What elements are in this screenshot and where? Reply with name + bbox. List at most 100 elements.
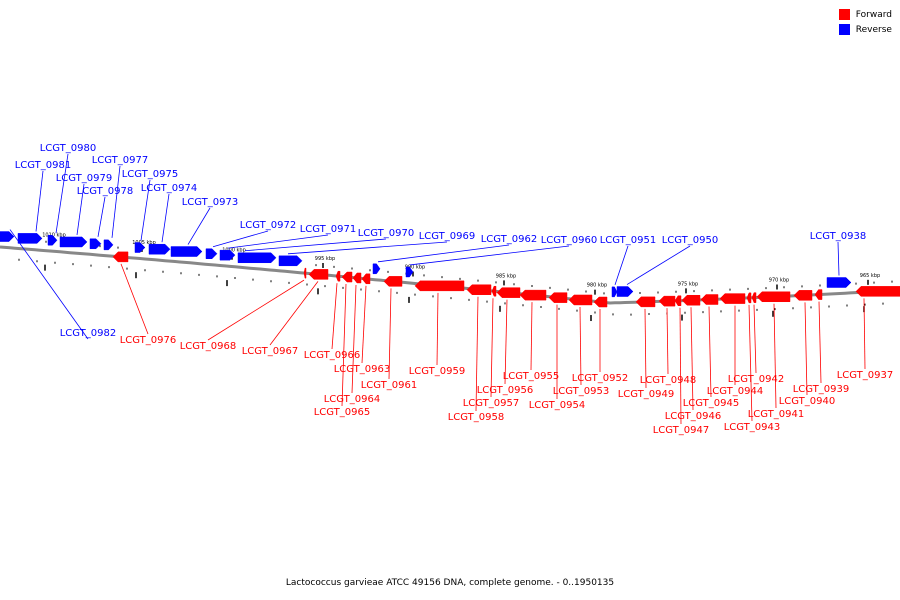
gene-arrow-lcgt_0944[interactable] bbox=[719, 293, 746, 304]
gene-arrow-lcgt_0946[interactable] bbox=[681, 294, 701, 306]
gene-connector bbox=[753, 304, 757, 374]
gene-label-lcgt_0965[interactable]: LCGT_0965 bbox=[314, 407, 371, 418]
gene-arrow-lcgt_0982[interactable] bbox=[0, 231, 15, 242]
gene-arrow-lcgt_0973[interactable] bbox=[170, 246, 203, 257]
gene-arrow-lcgt_0950[interactable] bbox=[616, 286, 634, 297]
gene-label-lcgt_0972[interactable]: LCGT_0972 bbox=[240, 220, 297, 231]
gene-label-lcgt_0982[interactable]: LCGT_0982 bbox=[60, 328, 117, 339]
gene-arrow-lcgt_0942[interactable] bbox=[751, 292, 757, 303]
gene-label-lcgt_0950[interactable]: LCGT_0950 bbox=[662, 235, 719, 246]
gene-label-lcgt_0939[interactable]: LCGT_0939 bbox=[793, 384, 850, 395]
gene-arrow-lcgt_0940[interactable] bbox=[793, 290, 813, 301]
gene-arrow-lcgt_0967[interactable] bbox=[308, 269, 329, 280]
gene-arrow-lcgt_0966[interactable] bbox=[335, 270, 341, 282]
gene-label-lcgt_0943[interactable]: LCGT_0943 bbox=[724, 422, 781, 433]
gene-arrow-lcgt_0962[interactable] bbox=[372, 263, 381, 275]
gene-arrow-lcgt_0965[interactable] bbox=[341, 271, 353, 283]
gene-label-lcgt_0978[interactable]: LCGT_0978 bbox=[77, 186, 134, 197]
gene-arrow-lcgt_0964[interactable] bbox=[352, 272, 362, 284]
gene-label-lcgt_0937[interactable]: LCGT_0937 bbox=[837, 370, 894, 381]
gene-arrow-lcgt_0951[interactable] bbox=[611, 286, 618, 298]
gene-label-lcgt_0963[interactable]: LCGT_0963 bbox=[334, 364, 391, 375]
gene-arrow-lcgt_0976[interactable] bbox=[112, 251, 129, 263]
gene-label-lcgt_0947[interactable]: LCGT_0947 bbox=[653, 425, 710, 436]
gene-arrow-lcgt_0956[interactable] bbox=[496, 287, 521, 298]
gene-arrow-lcgt_0971[interactable] bbox=[219, 249, 236, 261]
gene-arrow-lcgt_0970[interactable] bbox=[237, 252, 277, 264]
gene-arrow-lcgt_0980[interactable] bbox=[47, 234, 58, 246]
gene-label-lcgt_0977[interactable]: LCGT_0977 bbox=[92, 155, 149, 166]
gene-label-lcgt_0957[interactable]: LCGT_0957 bbox=[463, 398, 520, 409]
gene-label-lcgt_0938[interactable]: LCGT_0938 bbox=[810, 231, 867, 242]
gene-label-lcgt_0970[interactable]: LCGT_0970 bbox=[358, 228, 415, 239]
gene-label-lcgt_0966[interactable]: LCGT_0966 bbox=[304, 350, 361, 361]
gene-arrow-lcgt_0945[interactable] bbox=[700, 294, 719, 305]
gene-label-lcgt_0971[interactable]: LCGT_0971 bbox=[300, 224, 357, 235]
gene-arrow-lcgt_0959[interactable] bbox=[414, 280, 465, 292]
gene-arrow-lcgt_0957[interactable] bbox=[491, 285, 497, 297]
gene-label-lcgt_0944[interactable]: LCGT_0944 bbox=[707, 386, 764, 397]
gene-arrow-lcgt_0979[interactable] bbox=[59, 236, 88, 248]
gene-label-lcgt_0975[interactable]: LCGT_0975 bbox=[122, 169, 179, 180]
gene-connector bbox=[579, 306, 582, 386]
gene-arrow-lcgt_0978[interactable] bbox=[89, 238, 102, 250]
gene-arrow-lcgt_0960[interactable] bbox=[405, 266, 414, 278]
gene-arrow-lcgt_0981[interactable] bbox=[17, 233, 43, 244]
gene-arrow-lcgt_0972[interactable] bbox=[205, 248, 218, 259]
gene-label-lcgt_0979[interactable]: LCGT_0979 bbox=[56, 173, 113, 184]
gene-label-lcgt_0948[interactable]: LCGT_0948 bbox=[640, 375, 697, 386]
gene-label-lcgt_0956[interactable]: LCGT_0956 bbox=[477, 385, 534, 396]
gene-label-lcgt_0962[interactable]: LCGT_0962 bbox=[481, 234, 538, 245]
ruler-label: 975 kbp bbox=[678, 281, 698, 287]
gene-label-lcgt_0959[interactable]: LCGT_0959 bbox=[409, 366, 466, 377]
gene-arrow-lcgt_0937[interactable] bbox=[855, 286, 900, 297]
gene-connector bbox=[377, 244, 510, 263]
gene-label-lcgt_0973[interactable]: LCGT_0973 bbox=[182, 197, 239, 208]
gene-label-lcgt_0945[interactable]: LCGT_0945 bbox=[683, 398, 740, 409]
gene-label-lcgt_0964[interactable]: LCGT_0964 bbox=[324, 394, 381, 405]
gene-arrow-lcgt_0952[interactable] bbox=[593, 296, 608, 308]
gene-label-lcgt_0949[interactable]: LCGT_0949 bbox=[618, 389, 675, 400]
gene-label-lcgt_0942[interactable]: LCGT_0942 bbox=[728, 374, 785, 385]
gene-label-lcgt_0967[interactable]: LCGT_0967 bbox=[242, 346, 299, 357]
gene-arrow-lcgt_0958[interactable] bbox=[466, 284, 492, 295]
gene-label-lcgt_0952[interactable]: LCGT_0952 bbox=[572, 373, 629, 384]
gene-arrow-lcgt_0943[interactable] bbox=[746, 292, 752, 304]
gene-arrow-lcgt_0975[interactable] bbox=[134, 242, 146, 253]
gene-label-lcgt_0969[interactable]: LCGT_0969 bbox=[419, 231, 476, 242]
gene-label-lcgt_0968[interactable]: LCGT_0968 bbox=[180, 341, 237, 352]
gene-label-lcgt_0980[interactable]: LCGT_0980 bbox=[40, 143, 97, 154]
gene-arrow-lcgt_0969[interactable] bbox=[278, 255, 303, 267]
gene-label-lcgt_0976[interactable]: LCGT_0976 bbox=[120, 335, 177, 346]
gene-label-lcgt_0958[interactable]: LCGT_0958 bbox=[448, 412, 505, 423]
gene-label-lcgt_0981[interactable]: LCGT_0981 bbox=[15, 160, 72, 171]
gene-label-lcgt_0946[interactable]: LCGT_0946 bbox=[665, 411, 722, 422]
gene-arrow-lcgt_0953[interactable] bbox=[568, 294, 593, 306]
gene-label-lcgt_0974[interactable]: LCGT_0974 bbox=[141, 183, 198, 194]
gene-arrow-lcgt_0947[interactable] bbox=[674, 295, 682, 306]
gene-connector bbox=[818, 301, 822, 384]
gene-arrow-lcgt_0968[interactable] bbox=[303, 267, 307, 279]
ruler-label: 995 kbp bbox=[315, 256, 335, 262]
gene-arrow-lcgt_0955[interactable] bbox=[519, 289, 547, 301]
gene-label-lcgt_0955[interactable]: LCGT_0955 bbox=[503, 371, 560, 382]
gene-arrow-lcgt_0974[interactable] bbox=[148, 243, 171, 255]
gene-label-lcgt_0951[interactable]: LCGT_0951 bbox=[600, 235, 657, 246]
gene-arrow-lcgt_0949[interactable] bbox=[635, 296, 656, 308]
gene-arrow-lcgt_0977[interactable] bbox=[103, 239, 114, 251]
gene-label-lcgt_0940[interactable]: LCGT_0940 bbox=[779, 396, 836, 407]
gene-arrow-lcgt_0963[interactable] bbox=[361, 273, 371, 285]
gene-label-lcgt_0954[interactable]: LCGT_0954 bbox=[529, 400, 586, 411]
gene-label-lcgt_0960[interactable]: LCGT_0960 bbox=[541, 235, 598, 246]
gene-arrow-lcgt_0941[interactable] bbox=[756, 291, 791, 303]
gene-connector bbox=[341, 284, 347, 407]
gene-arrow-lcgt_0938[interactable] bbox=[826, 277, 852, 288]
gene-arrow-lcgt_0961[interactable] bbox=[383, 276, 403, 287]
gene-arrow-lcgt_0939[interactable] bbox=[814, 289, 823, 300]
gene-label-lcgt_0941[interactable]: LCGT_0941 bbox=[748, 409, 805, 420]
gene-arrow-lcgt_0948[interactable] bbox=[658, 295, 676, 307]
gene-connector bbox=[388, 288, 392, 380]
gene-arrow-lcgt_0954[interactable] bbox=[548, 292, 568, 303]
gene-label-lcgt_0953[interactable]: LCGT_0953 bbox=[553, 386, 610, 397]
gene-label-lcgt_0961[interactable]: LCGT_0961 bbox=[361, 380, 418, 391]
